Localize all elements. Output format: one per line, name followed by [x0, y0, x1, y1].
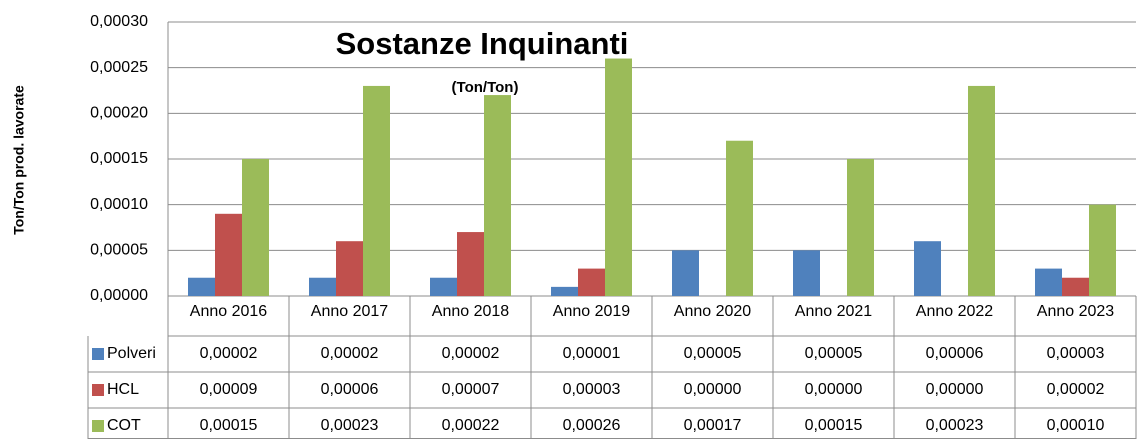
bar: [672, 250, 699, 296]
x-tick-label: Anno 2018: [432, 303, 510, 320]
legend-key: [92, 348, 104, 360]
y-tick-label: 0,00025: [90, 59, 148, 76]
x-tick-label: Anno 2016: [190, 303, 268, 320]
legend-label: COT: [107, 417, 141, 434]
bar: [1089, 204, 1116, 296]
table-cell: 0,00000: [926, 381, 984, 398]
table-cell: 0,00022: [442, 417, 500, 434]
table-cell: 0,00023: [321, 417, 379, 434]
bar: [914, 241, 941, 296]
bar: [457, 232, 484, 296]
bar: [363, 85, 390, 296]
x-tick-label: Anno 2021: [795, 303, 873, 320]
table-cell: 0,00002: [200, 345, 258, 362]
table-cell: 0,00023: [926, 417, 984, 434]
table-cell: 0,00002: [442, 345, 500, 362]
table-cell: 0,00017: [684, 417, 742, 434]
bar: [1035, 268, 1062, 296]
x-tick-label: Anno 2022: [916, 303, 994, 320]
y-tick-label: 0,00005: [90, 242, 148, 259]
table-cell: 0,00005: [684, 345, 742, 362]
table-cell: 0,00007: [442, 381, 500, 398]
chart-subtitle: (Ton/Ton): [452, 79, 519, 96]
bar: [336, 241, 363, 296]
table-cell: 0,00009: [200, 381, 258, 398]
legend-key: [92, 384, 104, 396]
bar: [968, 85, 995, 296]
table-cell: 0,00000: [805, 381, 863, 398]
y-tick-label: 0,00015: [90, 150, 148, 167]
bar: [188, 277, 215, 296]
table-cell: 0,00006: [321, 381, 379, 398]
bar: [1062, 277, 1089, 296]
bar: [578, 268, 605, 296]
table-cell: 0,00000: [684, 381, 742, 398]
legend-label: HCL: [107, 381, 139, 398]
table-cell: 0,00001: [563, 345, 621, 362]
bar: [430, 277, 457, 296]
y-tick-label: 0,00010: [90, 196, 148, 213]
table-cell: 0,00015: [805, 417, 863, 434]
table-cell: 0,00015: [200, 417, 258, 434]
table-cell: 0,00002: [321, 345, 379, 362]
bar: [484, 95, 511, 296]
y-tick-label: 0,00000: [90, 287, 148, 304]
legend-label: Polveri: [107, 345, 156, 362]
y-tick-label: 0,00020: [90, 105, 148, 122]
table-cell: 0,00026: [563, 417, 621, 434]
bar: [551, 286, 578, 296]
bar: [605, 58, 632, 297]
table-cell: 0,00003: [563, 381, 621, 398]
x-tick-label: Anno 2017: [311, 303, 389, 320]
bar: [309, 277, 336, 296]
y-tick-label: 0,00030: [90, 13, 148, 30]
table-cell: 0,00010: [1047, 417, 1105, 434]
x-tick-label: Anno 2020: [674, 303, 752, 320]
bar: [847, 159, 874, 296]
bar: [726, 140, 753, 296]
chart-title: Sostanze Inquinanti: [336, 26, 629, 61]
x-tick-label: Anno 2023: [1037, 303, 1115, 320]
y-axis-title: Ton/Ton prod. lavorate: [11, 85, 27, 235]
table-cell: 0,00003: [1047, 345, 1105, 362]
bar: [215, 213, 242, 296]
x-tick-label: Anno 2019: [553, 303, 631, 320]
table-cell: 0,00002: [1047, 381, 1105, 398]
legend-key: [92, 420, 104, 432]
bar: [242, 159, 269, 296]
bar: [793, 250, 820, 296]
table-cell: 0,00005: [805, 345, 863, 362]
table-cell: 0,00006: [926, 345, 984, 362]
